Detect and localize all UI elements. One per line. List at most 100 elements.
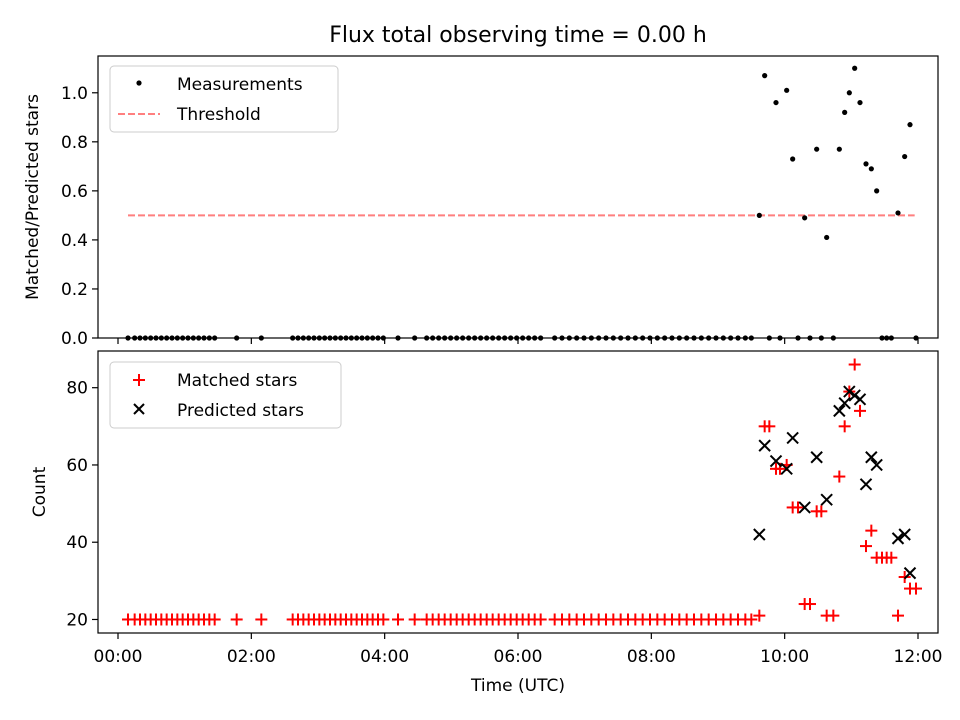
x-axis-label: Time (UTC) bbox=[470, 676, 565, 696]
matched-point bbox=[892, 609, 904, 622]
measurement-point bbox=[559, 335, 565, 341]
measurement-point bbox=[588, 335, 594, 341]
x-tick-label: 04:00 bbox=[360, 647, 409, 667]
measurement-point bbox=[514, 335, 520, 341]
measurement-point bbox=[625, 335, 631, 341]
measurement-point bbox=[691, 335, 697, 341]
measurement-point bbox=[720, 335, 726, 341]
top-legend-box bbox=[109, 65, 339, 133]
measurement-point bbox=[412, 335, 418, 341]
measurement-point bbox=[295, 335, 301, 341]
bottom-y-axis-label: Count bbox=[30, 466, 50, 517]
measurement-point bbox=[566, 335, 572, 341]
measurement-point bbox=[142, 335, 148, 341]
predicted-point bbox=[820, 493, 833, 506]
measurement-point bbox=[364, 335, 370, 341]
measurement-point bbox=[802, 215, 808, 221]
matched-point bbox=[833, 470, 846, 483]
matched-point bbox=[885, 551, 898, 564]
top-y-tick-label: 0.4 bbox=[61, 231, 88, 251]
measurement-point bbox=[212, 335, 218, 341]
matched-point bbox=[848, 358, 861, 371]
measurement-point bbox=[442, 335, 448, 341]
measurement-point bbox=[907, 122, 913, 128]
measurement-point bbox=[380, 335, 386, 341]
matched-point bbox=[392, 613, 404, 626]
predicted-point bbox=[786, 431, 799, 445]
measurement-point bbox=[206, 335, 212, 341]
predicted-point bbox=[848, 389, 861, 402]
measurement-point bbox=[348, 335, 354, 341]
legend-predicted-label: Predicted stars bbox=[177, 401, 304, 421]
matched-point bbox=[854, 404, 866, 417]
measurement-point bbox=[370, 335, 376, 341]
matched-point bbox=[804, 598, 816, 611]
measurement-point bbox=[913, 335, 919, 341]
matched-point bbox=[534, 613, 547, 626]
matched-point bbox=[745, 613, 758, 626]
measurement-point bbox=[795, 335, 801, 341]
legend-matched-label: Matched stars bbox=[177, 371, 297, 391]
predicted-point bbox=[769, 454, 783, 468]
predicted-point bbox=[859, 478, 873, 491]
measurement-point bbox=[306, 335, 312, 341]
measurement-point bbox=[574, 335, 580, 341]
measurement-point bbox=[338, 335, 344, 341]
measurement-point bbox=[647, 335, 653, 341]
measurement-point bbox=[596, 335, 602, 341]
measurement-point bbox=[201, 335, 207, 341]
matched-point bbox=[860, 540, 872, 553]
measurement-point bbox=[148, 335, 154, 341]
bottom-y-ticks: 20 40 60 80 bbox=[66, 379, 98, 630]
chart-title: Flux total observing time = 0.00 h bbox=[329, 23, 707, 48]
measurement-point bbox=[669, 335, 675, 341]
x-tick-label: 00:00 bbox=[94, 647, 143, 667]
measurement-point bbox=[748, 335, 754, 341]
measurement-point bbox=[836, 146, 842, 152]
measurement-point bbox=[538, 335, 544, 341]
measurement-point bbox=[610, 335, 616, 341]
top-y-tick-label: 1.0 bbox=[61, 84, 88, 104]
measurement-point bbox=[466, 335, 472, 341]
measurement-point bbox=[300, 335, 306, 341]
measurement-point bbox=[807, 335, 813, 341]
bottom-y-tick-label: 60 bbox=[66, 456, 88, 476]
measurement-point bbox=[132, 335, 138, 341]
measurement-point bbox=[484, 335, 490, 341]
measurement-point bbox=[884, 335, 890, 341]
measurement-point bbox=[830, 335, 836, 341]
measurement-point bbox=[706, 335, 712, 341]
predicted-point bbox=[758, 439, 771, 452]
matched-point bbox=[255, 613, 268, 626]
measurement-point bbox=[174, 335, 180, 341]
measurement-point bbox=[196, 335, 202, 341]
measurement-point bbox=[526, 335, 532, 341]
bottom-y-tick-label: 20 bbox=[66, 610, 88, 630]
measurement-point bbox=[153, 335, 159, 341]
legend-predicted-marker bbox=[133, 403, 145, 415]
measurement-point bbox=[180, 335, 186, 341]
measurement-point bbox=[502, 335, 508, 341]
matched-point bbox=[865, 524, 878, 537]
measurement-point bbox=[532, 335, 538, 341]
x-tick-label: 06:00 bbox=[494, 647, 543, 667]
x-tick-label: 08:00 bbox=[627, 647, 676, 667]
measurement-point bbox=[395, 335, 401, 341]
bottom-x-ticks: 00:00 02:00 04:00 06:00 08:00 10:00 12:00 bbox=[94, 633, 943, 667]
measurement-point bbox=[354, 335, 360, 341]
predicted-point bbox=[798, 501, 811, 514]
top-y-ticks: 0.0 0.2 0.4 0.6 0.8 1.0 bbox=[61, 84, 98, 349]
legend-measurements-marker bbox=[136, 80, 142, 86]
top-y-tick-label: 0.6 bbox=[61, 182, 88, 202]
measurement-point bbox=[728, 335, 734, 341]
predicted-point bbox=[903, 566, 917, 580]
measurement-point bbox=[879, 335, 885, 341]
top-y-tick-label: 0.0 bbox=[61, 329, 88, 349]
measurement-point bbox=[676, 335, 682, 341]
measurement-point bbox=[581, 335, 587, 341]
predicted-point bbox=[843, 385, 856, 398]
predicted-point bbox=[853, 393, 867, 406]
measurement-point bbox=[842, 109, 848, 115]
measurement-point bbox=[784, 87, 790, 93]
measurement-point bbox=[790, 156, 796, 162]
